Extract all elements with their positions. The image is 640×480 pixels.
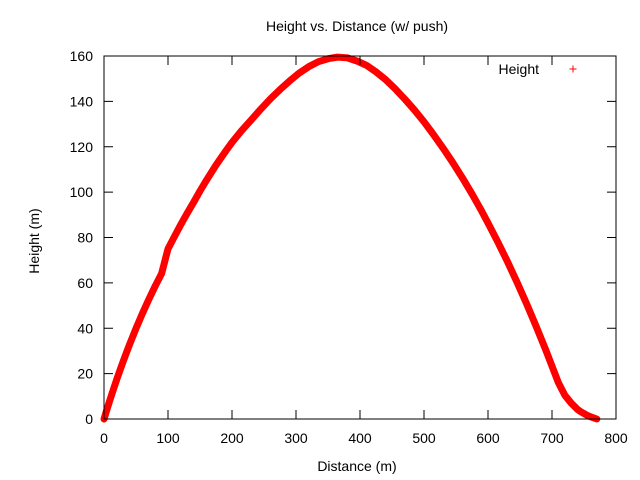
x-tick-label: 600 [476,430,500,446]
data-points [100,53,601,423]
height-data-point [504,258,511,265]
height-data-point [549,363,555,370]
y-tick-label: 20 [77,366,93,382]
height-data-point [392,85,399,92]
height-data-point [277,86,283,93]
y-tick-label: 100 [70,184,94,200]
height-data-point [459,174,466,181]
height-data-point [129,333,136,340]
height-data-point [117,367,123,374]
chart-title: Height vs. Distance (w/ push) [266,18,448,34]
height-data-point [478,207,485,214]
plot-frame [103,55,617,420]
y-tick-label: 120 [70,139,94,155]
height-data-point [382,76,389,83]
x-tick-label: 300 [284,430,308,446]
height-data-point [248,116,255,123]
x-tick-label: 700 [540,430,564,446]
height-data-point [555,379,562,386]
height-data-point [213,162,219,169]
y-tick-label: 0 [85,411,93,427]
height-data-point [449,159,456,166]
height-data-point [203,177,210,184]
height-data-point [190,199,197,206]
height-data-point [126,341,133,348]
height-data-point [238,127,245,134]
height-data-point [152,283,159,290]
height-data-point [197,187,203,194]
height-data-point [123,349,130,356]
x-tick-label: 0 [100,430,108,446]
height-data-point [113,376,120,383]
height-data-point [110,385,117,392]
height-data-point [133,325,139,332]
x-tick-label: 100 [156,430,180,446]
height-data-point [305,63,312,70]
height-data-point [325,55,331,62]
height-data-point [584,412,591,419]
x-tick-label: 200 [220,430,244,446]
height-data-point [523,300,530,307]
height-data-point [401,96,408,103]
height-data-point [104,405,111,412]
height-data-point [373,68,379,75]
y-tick-label: 160 [70,48,94,64]
height-data-point [145,296,152,303]
height-data-point [267,95,274,102]
height-data-point [469,190,475,197]
height-data-point [363,62,370,69]
height-series-band [100,53,601,423]
height-data-point [485,219,491,226]
height-data-point [421,118,427,125]
height-data-point [257,106,264,113]
y-tick-label: 140 [70,93,94,109]
legend-plus-mark [569,65,577,73]
height-data-point [574,406,581,413]
height-data-point [533,322,539,329]
height-data-point [430,131,437,138]
legend-marker-plus [569,65,577,73]
height-data-point [411,106,418,113]
height-data-point [334,54,341,61]
height-data-point [513,278,520,285]
height-data-point [353,57,360,64]
height-data-point [440,145,447,152]
height-data-point [165,245,171,252]
y-tick-label: 60 [77,275,93,291]
height-data-point [561,392,568,399]
height-data-point [177,221,184,228]
axis-ticks: 0 100 200 300 400 500 600 700 800 0 20 40 60 80 100 120… [70,48,628,446]
height-data-point [577,408,584,415]
y-tick-label: 40 [77,320,93,336]
height-data-point [158,270,165,277]
height-data-point [581,410,587,417]
y-axis-label: Height (m) [26,208,42,273]
x-axis-label: Distance (m) [317,458,396,474]
height-data-point [542,346,549,353]
x-tick-label: 400 [348,430,372,446]
height-data-point [184,210,191,217]
legend-entry-height: Height [499,61,540,77]
y-tick-label: 80 [77,230,93,246]
height-data-point [296,70,303,77]
height-data-point [590,414,597,421]
height-data-point [315,58,322,65]
height-data-point [171,233,178,240]
height-data-point [568,400,575,407]
height-data-point [494,238,501,245]
x-tick-label: 500 [412,430,436,446]
height-data-point [286,77,293,84]
height-data-point [120,358,127,365]
height-data-point [229,139,235,146]
height-data-point [139,310,146,317]
height-data-point [107,395,114,402]
height-data-point [222,148,229,155]
x-tick-label: 800 [604,430,628,446]
legend: Height [499,61,577,77]
